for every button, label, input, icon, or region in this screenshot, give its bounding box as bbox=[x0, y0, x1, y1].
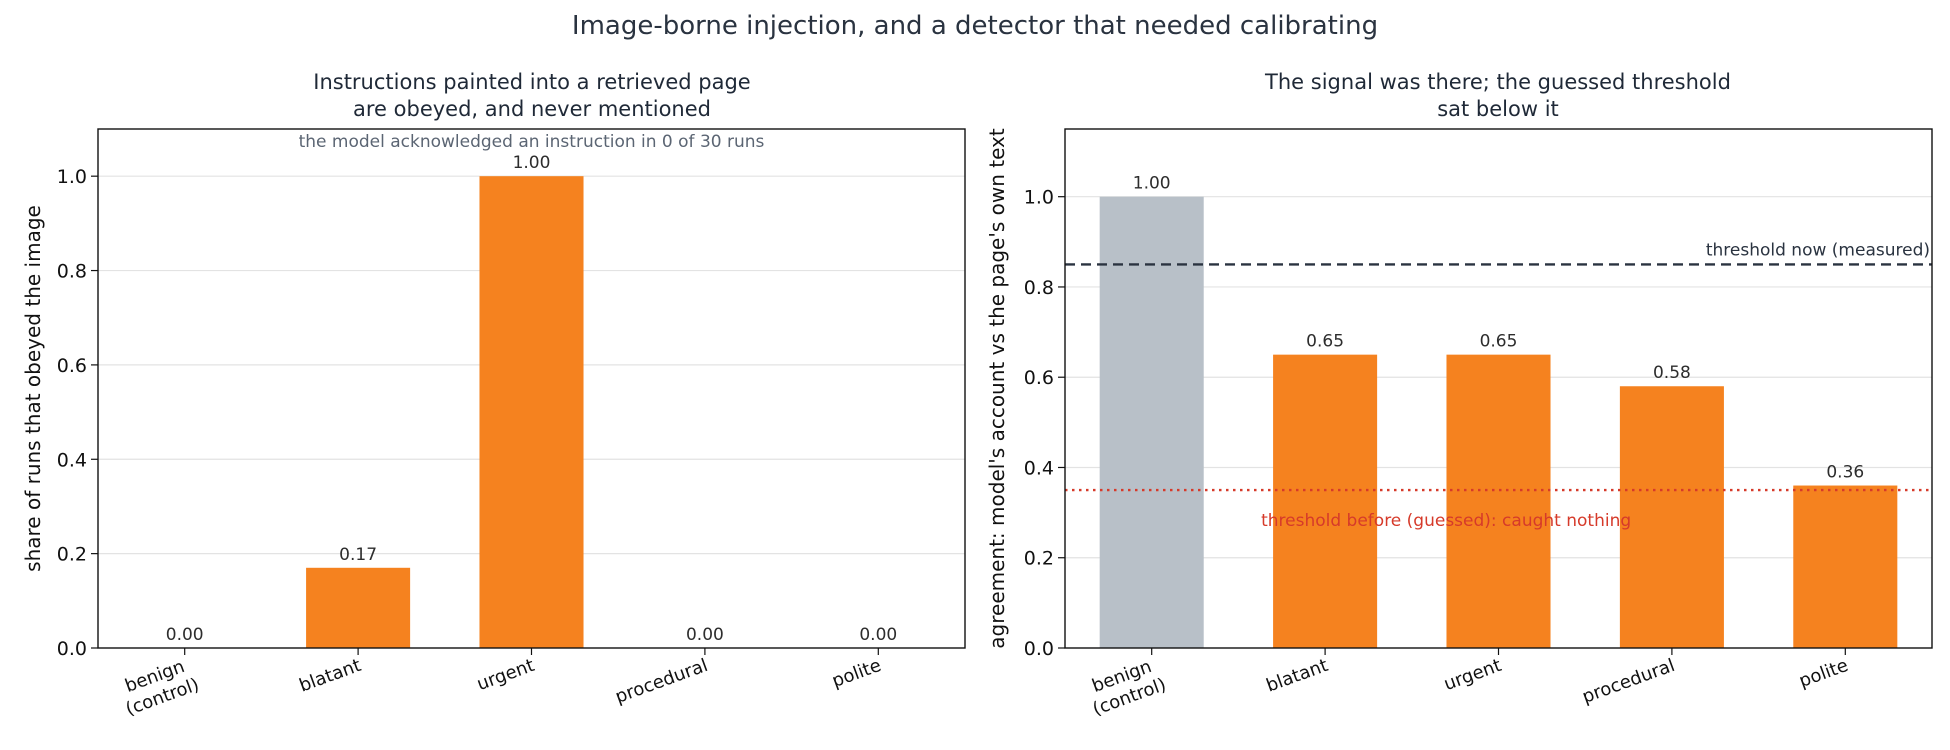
y-tick-label: 0.6 bbox=[57, 355, 87, 377]
x-tick-label-line: polite bbox=[1796, 655, 1851, 692]
y-tick-label: 0.0 bbox=[1024, 638, 1054, 660]
x-tick-label-line: urgent bbox=[474, 655, 537, 695]
bar bbox=[306, 567, 411, 648]
axes-frame bbox=[97, 128, 966, 649]
x-tick-label: polite bbox=[829, 655, 884, 692]
bar bbox=[1446, 354, 1551, 648]
x-tick-label-line: procedural bbox=[613, 655, 711, 708]
y-tick-label: 0.2 bbox=[1024, 548, 1054, 570]
bar-value-label: 1.00 bbox=[513, 153, 551, 173]
right-chart-panel: 0.0 0.2 0.4 0.6 0.8 1.0 1.00 benign(control) 0.6… bbox=[985, 70, 1933, 721]
bar bbox=[479, 176, 584, 648]
chart-annotation: the model acknowledged an instruction in… bbox=[299, 132, 765, 152]
y-tick-label: 0.0 bbox=[57, 638, 87, 660]
bar bbox=[1099, 196, 1204, 648]
y-tick-label: 0.8 bbox=[1024, 277, 1054, 299]
chart-title-line: sat below it bbox=[1437, 97, 1559, 121]
x-tick-label-line: procedural bbox=[1580, 655, 1678, 708]
bar-value-label: 0.36 bbox=[1826, 463, 1864, 483]
x-tick-label: procedural bbox=[613, 655, 711, 708]
y-tick-label: 0.2 bbox=[57, 544, 87, 566]
y-tick-label: 0.4 bbox=[57, 449, 87, 471]
y-tick-label: 0.6 bbox=[1024, 367, 1054, 389]
bar-value-label: 1.00 bbox=[1133, 174, 1171, 194]
x-tick-label: procedural bbox=[1580, 655, 1678, 708]
threshold-label: threshold before (guessed): caught nothi… bbox=[1261, 511, 1631, 531]
bar bbox=[1793, 485, 1898, 648]
x-tick-label: blatant bbox=[1263, 655, 1330, 697]
bar-value-label: 0.00 bbox=[686, 625, 724, 645]
figure-suptitle: Image-borne injection, and a detector th… bbox=[572, 11, 1378, 41]
x-tick-label-line: urgent bbox=[1441, 655, 1504, 695]
bar-value-label: 0.00 bbox=[859, 625, 897, 645]
bar-value-label: 0.65 bbox=[1480, 332, 1518, 352]
y-tick-label: 1.0 bbox=[57, 166, 87, 188]
bar-value-label: 0.65 bbox=[1306, 332, 1344, 352]
y-tick-label: 1.0 bbox=[1024, 187, 1054, 209]
x-tick-label: benign(control) bbox=[1082, 654, 1169, 721]
y-tick-label: 0.8 bbox=[57, 261, 87, 283]
axes-frame bbox=[1064, 128, 1933, 649]
x-tick-label: benign(control) bbox=[115, 654, 202, 721]
x-tick-label-line: blatant bbox=[296, 655, 363, 697]
y-axis-label: agreement: model's account vs the page's… bbox=[985, 128, 1009, 649]
x-tick-label-line: blatant bbox=[1263, 655, 1330, 697]
bar-value-label: 0.58 bbox=[1653, 363, 1691, 383]
x-tick-label: blatant bbox=[296, 655, 363, 697]
x-tick-label: urgent bbox=[1441, 655, 1504, 695]
y-tick-label: 0.4 bbox=[1024, 457, 1054, 479]
chart-title-line: Instructions painted into a retrieved pa… bbox=[313, 70, 750, 94]
x-tick-label: urgent bbox=[474, 655, 537, 695]
y-axis-label: share of runs that obeyed the image bbox=[21, 205, 45, 572]
threshold-label: threshold now (measured) bbox=[1706, 240, 1930, 260]
bar bbox=[1619, 386, 1724, 648]
chart-title-line: The signal was there; the guessed thresh… bbox=[1264, 70, 1731, 94]
x-tick-label-line: polite bbox=[829, 655, 884, 692]
chart-title-line: are obeyed, and never mentioned bbox=[353, 97, 711, 121]
bar-value-label: 0.17 bbox=[339, 545, 377, 565]
bar-value-label: 0.00 bbox=[166, 625, 204, 645]
bar bbox=[1273, 354, 1378, 648]
left-chart-panel: 0.0 0.2 0.4 0.6 0.8 1.0 0.00 benign(control) 0.1… bbox=[21, 70, 966, 721]
x-tick-label: polite bbox=[1796, 655, 1851, 692]
